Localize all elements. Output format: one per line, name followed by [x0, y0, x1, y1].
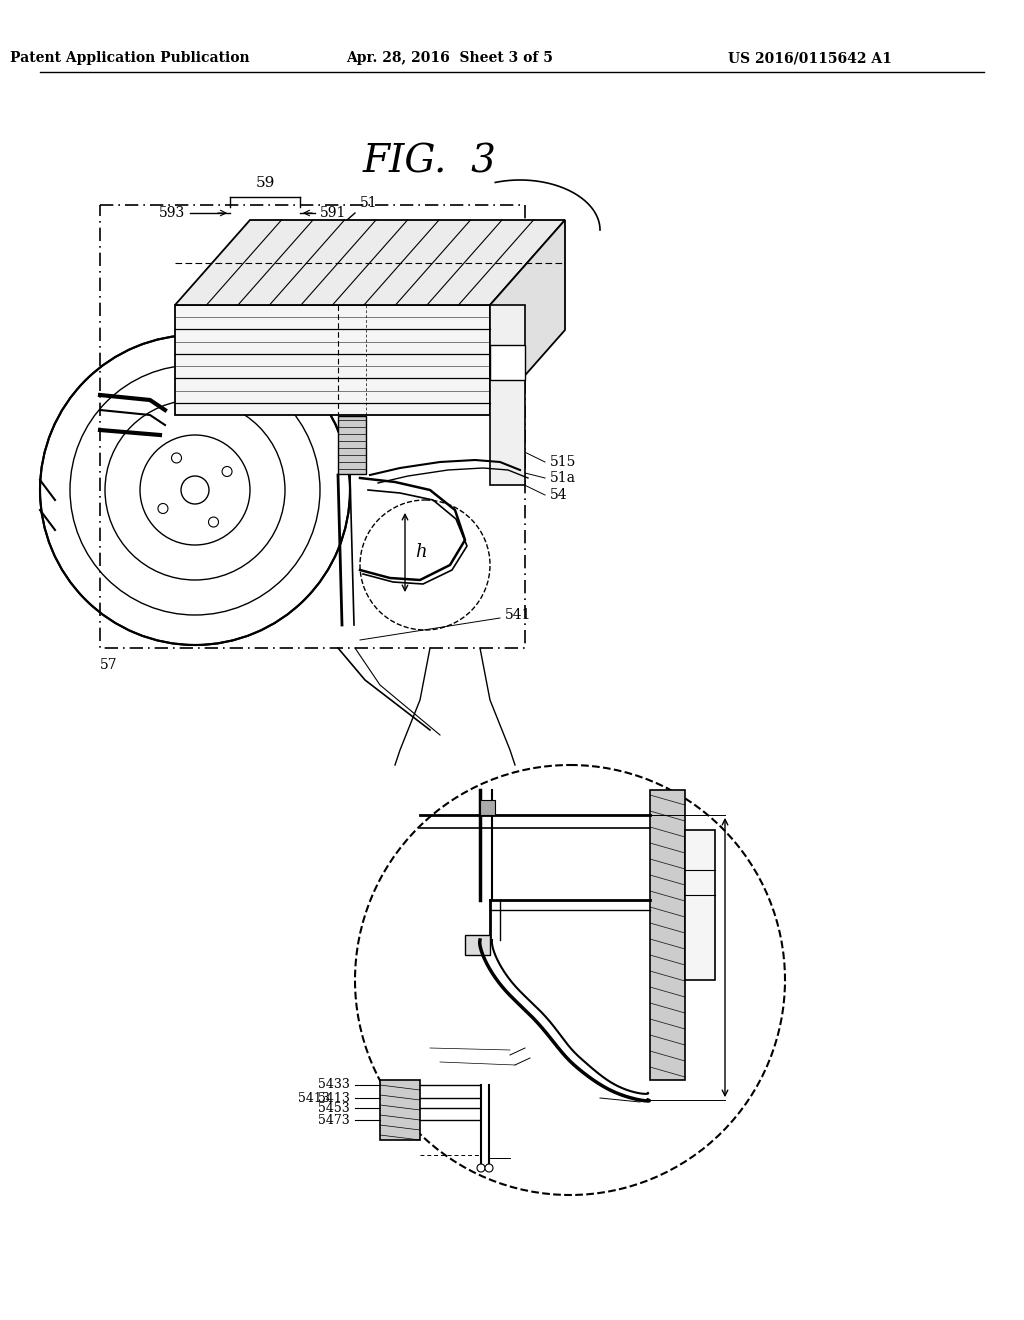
Circle shape: [355, 766, 785, 1195]
Text: 541: 541: [645, 1093, 669, 1106]
Text: 5415: 5415: [440, 1056, 472, 1068]
Text: US 2016/0115642 A1: US 2016/0115642 A1: [728, 51, 892, 65]
Text: 57: 57: [100, 657, 118, 672]
Text: 54: 54: [550, 488, 567, 502]
Text: 591: 591: [319, 206, 346, 220]
Bar: [650, 789, 685, 1080]
Bar: [380, 1080, 420, 1140]
Text: 5473: 5473: [318, 1114, 350, 1126]
Bar: [490, 305, 525, 484]
Polygon shape: [175, 220, 565, 305]
Circle shape: [485, 1164, 493, 1172]
Text: 59: 59: [255, 176, 274, 190]
Bar: [490, 345, 525, 380]
Polygon shape: [175, 305, 490, 414]
Bar: [685, 830, 715, 979]
Bar: [465, 935, 490, 954]
Bar: [480, 800, 495, 814]
Ellipse shape: [222, 466, 232, 477]
Text: 5417: 5417: [510, 1155, 542, 1168]
Bar: [100, 205, 525, 648]
Text: 5413: 5413: [298, 1092, 330, 1105]
Text: 51a: 51a: [550, 471, 575, 484]
Text: h: h: [415, 543, 427, 561]
Text: 5411: 5411: [430, 1041, 462, 1055]
Bar: [338, 416, 366, 474]
Ellipse shape: [158, 503, 168, 513]
Ellipse shape: [209, 517, 218, 527]
Text: 51: 51: [360, 195, 378, 210]
Text: Apr. 28, 2016  Sheet 3 of 5: Apr. 28, 2016 Sheet 3 of 5: [346, 51, 553, 65]
Text: Patent Application Publication: Patent Application Publication: [10, 51, 250, 65]
Polygon shape: [490, 220, 565, 414]
Ellipse shape: [181, 477, 209, 504]
Ellipse shape: [171, 453, 181, 463]
Circle shape: [477, 1164, 485, 1172]
Text: FIG.  3: FIG. 3: [364, 144, 497, 181]
Text: h: h: [735, 949, 748, 966]
Text: 541: 541: [505, 609, 531, 622]
Text: 5413: 5413: [318, 1092, 350, 1105]
Text: 5453: 5453: [318, 1101, 350, 1114]
Text: 515: 515: [550, 455, 577, 469]
Text: 5433: 5433: [318, 1078, 350, 1092]
Text: 593: 593: [159, 206, 185, 220]
